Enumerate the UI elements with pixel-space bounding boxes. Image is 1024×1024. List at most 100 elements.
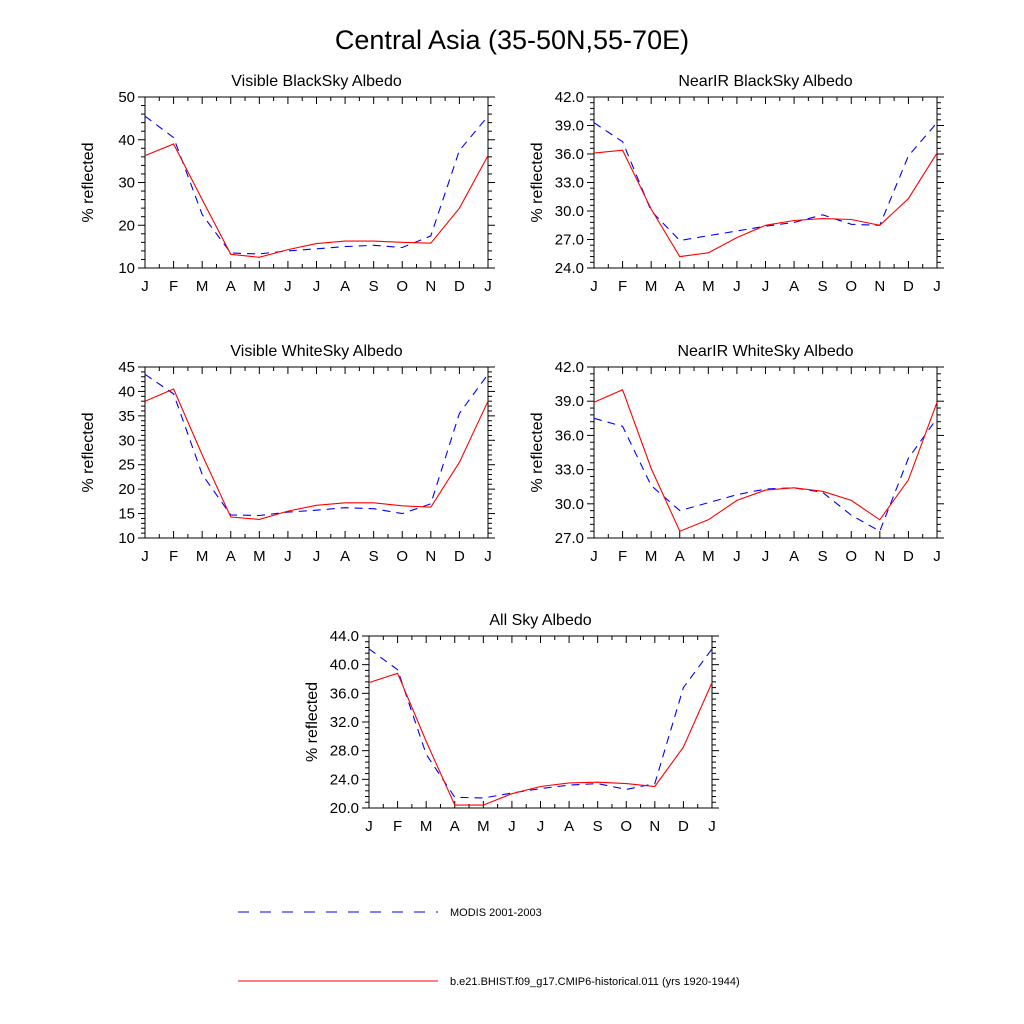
x-tick-label: J [484,278,492,295]
chart-title: All Sky Albedo [489,612,591,629]
chart-title: NearIR BlackSky Albedo [678,73,852,90]
y-tick-label: 40 [118,383,135,400]
x-tick-label: S [369,548,379,565]
y-tick-label: 36.0 [330,685,359,702]
y-tick-label: 42.0 [555,359,584,376]
x-tick-label: J [508,818,516,835]
x-tick-label: S [818,278,828,295]
x-tick-label: J [365,818,373,835]
x-tick-label: J [762,548,770,565]
y-tick-label: 30 [118,432,135,449]
x-tick-label: M [702,548,715,565]
x-tick-label: A [789,548,799,565]
y-axis-label: % reflected [529,412,546,492]
y-tick-label: 44.0 [330,628,359,645]
series-line-modis [593,122,938,242]
x-tick-label: J [762,278,770,295]
x-tick-label: S [593,818,603,835]
x-tick-label: A [340,548,350,565]
y-axis-label: % reflected [304,682,321,762]
x-tick-label: A [564,818,574,835]
x-tick-label: J [313,548,321,565]
legend-label-model: b.e21.BHIST.f09_g17.CMIP6-historical.011… [450,976,740,988]
x-tick-label: J [590,278,598,295]
series-line-model [593,389,938,532]
series-line-modis [144,373,489,517]
x-tick-label: N [425,548,436,565]
x-tick-label: J [484,548,492,565]
x-tick-label: D [454,278,465,295]
y-tick-label: 40 [118,132,135,149]
x-tick-label: J [933,548,941,565]
x-tick-label: D [678,818,689,835]
x-tick-label: A [450,818,460,835]
x-tick-label: J [141,278,149,295]
plot-frame [368,635,713,809]
x-tick-label: D [903,278,914,295]
x-tick-label: J [733,548,741,565]
x-tick-label: A [340,278,350,295]
x-tick-label: M [253,278,266,295]
x-tick-label: F [393,818,402,835]
y-tick-label: 45 [118,359,135,376]
y-tick-label: 35 [118,408,135,425]
x-tick-label: D [454,548,465,565]
y-tick-label: 40.0 [330,657,359,674]
y-tick-label: 15 [118,506,135,523]
x-tick-label: M [253,548,266,565]
y-tick-label: 36.0 [555,146,584,163]
x-tick-label: O [620,818,632,835]
x-tick-label: A [789,278,799,295]
x-tick-label: M [645,548,658,565]
x-tick-label: M [196,548,209,565]
series-line-model [368,672,713,806]
x-tick-label: J [537,818,545,835]
x-tick-label: N [874,548,885,565]
y-tick-label: 33.0 [555,462,584,479]
x-tick-label: J [708,818,716,835]
y-tick-label: 20.0 [330,800,359,817]
legend-label-modis: MODIS 2001-2003 [450,907,542,919]
y-tick-label: 30.0 [555,203,584,220]
x-tick-label: A [675,548,685,565]
figure-title: Central Asia (35-50N,55-70E) [335,25,689,55]
y-tick-label: 28.0 [330,743,359,760]
x-tick-label: D [903,548,914,565]
x-tick-label: F [169,278,178,295]
series-line-model [144,143,489,258]
y-tick-label: 33.0 [555,175,584,192]
x-tick-label: M [702,278,715,295]
chart-title: NearIR WhiteSky Albedo [677,343,853,360]
x-tick-label: F [618,548,627,565]
x-tick-label: N [425,278,436,295]
y-tick-label: 30 [118,175,135,192]
series-line-modis [368,648,713,799]
series-line-model [593,149,938,258]
y-tick-label: 24.0 [555,260,584,277]
x-tick-label: F [618,278,627,295]
x-tick-label: O [845,548,857,565]
y-tick-label: 24.0 [330,771,359,788]
y-tick-label: 20 [118,217,135,234]
x-tick-label: M [645,278,658,295]
x-tick-label: S [369,278,379,295]
x-tick-label: F [169,548,178,565]
x-tick-label: M [477,818,490,835]
plot-frame [144,96,489,269]
y-tick-label: 27.0 [555,232,584,249]
x-tick-label: J [590,548,598,565]
series-line-model [144,388,489,520]
y-tick-label: 20 [118,481,135,498]
x-tick-label: N [874,278,885,295]
y-tick-label: 30.0 [555,496,584,513]
x-tick-label: J [284,548,292,565]
chart-title: Visible BlackSky Albedo [231,73,402,90]
y-tick-label: 25 [118,457,135,474]
x-tick-label: N [649,818,660,835]
x-tick-label: A [675,278,685,295]
